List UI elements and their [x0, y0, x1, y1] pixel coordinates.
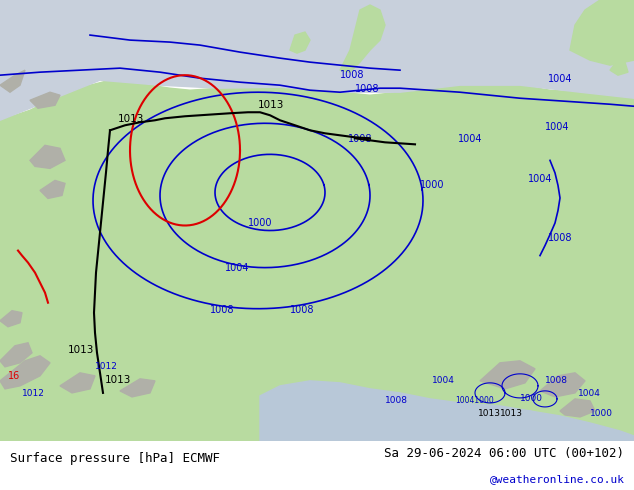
Text: 1008: 1008 — [355, 84, 380, 94]
Text: 1000: 1000 — [248, 218, 273, 227]
Text: 16: 16 — [8, 371, 20, 381]
Text: 1013: 1013 — [478, 409, 501, 418]
Text: 1012: 1012 — [22, 389, 45, 398]
Polygon shape — [480, 361, 535, 389]
Text: 1008: 1008 — [210, 305, 235, 315]
Text: 10041000: 10041000 — [455, 396, 494, 405]
Text: 1004: 1004 — [458, 134, 482, 145]
Text: 1012: 1012 — [95, 362, 118, 371]
Text: Surface pressure [hPa] ECMWF: Surface pressure [hPa] ECMWF — [10, 452, 219, 465]
Text: 1013: 1013 — [118, 114, 145, 124]
Polygon shape — [0, 343, 32, 367]
Polygon shape — [0, 0, 634, 120]
Text: 1008: 1008 — [348, 134, 373, 145]
Text: 1004: 1004 — [432, 376, 455, 385]
Polygon shape — [290, 32, 310, 53]
Polygon shape — [30, 92, 60, 108]
Text: 1000: 1000 — [420, 180, 444, 191]
Polygon shape — [540, 373, 585, 397]
Text: 1000: 1000 — [590, 409, 613, 418]
Text: @weatheronline.co.uk: @weatheronline.co.uk — [489, 474, 624, 484]
Text: 1004: 1004 — [578, 389, 601, 398]
Polygon shape — [0, 311, 22, 327]
Text: 1004: 1004 — [548, 74, 573, 84]
Polygon shape — [30, 146, 65, 169]
Polygon shape — [0, 70, 25, 92]
Text: 1013: 1013 — [68, 345, 94, 355]
Text: 1004: 1004 — [545, 122, 569, 132]
Polygon shape — [340, 5, 385, 72]
Polygon shape — [60, 373, 95, 393]
Text: 1004: 1004 — [225, 263, 250, 272]
Text: 1008: 1008 — [290, 305, 314, 315]
Polygon shape — [40, 180, 65, 198]
Polygon shape — [0, 356, 50, 389]
Text: Sa 29-06-2024 06:00 UTC (00+102): Sa 29-06-2024 06:00 UTC (00+102) — [384, 447, 624, 460]
Text: 1008: 1008 — [340, 70, 365, 80]
Text: 1013: 1013 — [258, 100, 285, 110]
Text: 1013: 1013 — [500, 409, 523, 418]
Text: 1004: 1004 — [528, 174, 552, 184]
Polygon shape — [0, 80, 634, 441]
Polygon shape — [570, 0, 634, 65]
Polygon shape — [120, 379, 155, 397]
Polygon shape — [260, 381, 634, 441]
Polygon shape — [560, 399, 595, 417]
Polygon shape — [280, 45, 325, 85]
Polygon shape — [610, 60, 628, 75]
Text: 1000: 1000 — [520, 394, 543, 403]
Text: 1008: 1008 — [545, 376, 568, 385]
Polygon shape — [500, 411, 545, 433]
Text: 1008: 1008 — [548, 233, 573, 243]
Text: 1008: 1008 — [385, 396, 408, 405]
Text: 1013: 1013 — [105, 375, 131, 385]
